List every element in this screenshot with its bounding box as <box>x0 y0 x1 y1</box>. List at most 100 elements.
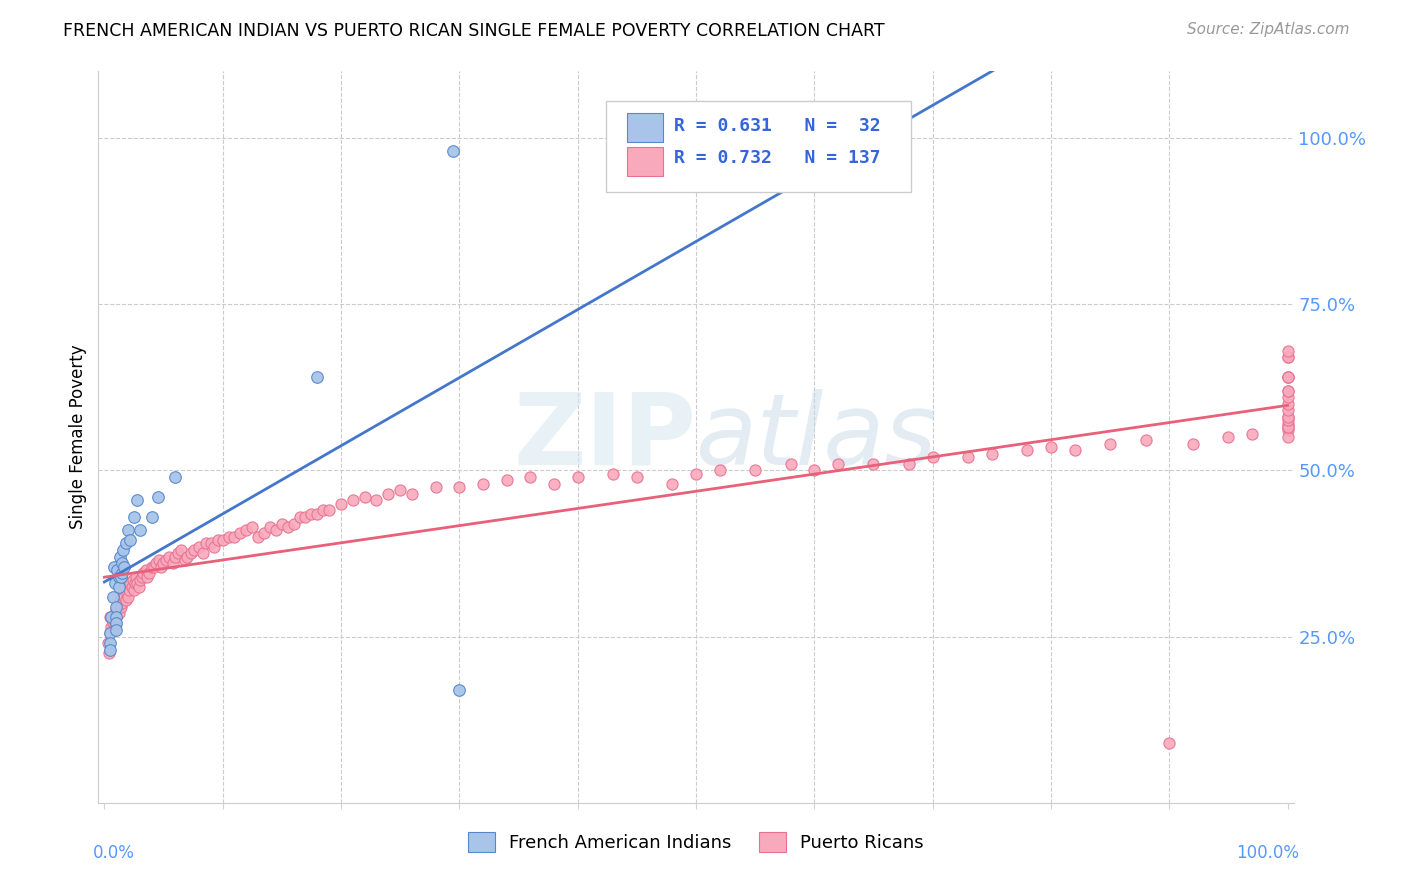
Point <box>155 553 177 567</box>
Point <box>803 463 825 477</box>
Point <box>307 507 329 521</box>
Point <box>259 520 281 534</box>
Point <box>117 590 139 604</box>
Text: R = 0.631   N =  32: R = 0.631 N = 32 <box>675 117 882 136</box>
Point <box>1039 440 1062 454</box>
Point <box>117 523 139 537</box>
Text: 100.0%: 100.0% <box>1236 844 1299 862</box>
Point <box>779 457 801 471</box>
Point <box>1277 351 1299 365</box>
Bar <box>627 113 662 143</box>
Point <box>107 580 129 594</box>
Point <box>108 549 131 564</box>
Point <box>103 559 125 574</box>
Point <box>98 643 121 657</box>
Point <box>98 626 121 640</box>
Point <box>288 509 311 524</box>
Point <box>862 457 884 471</box>
Point <box>1277 397 1299 411</box>
Point <box>195 536 218 550</box>
Point <box>98 636 121 650</box>
Point <box>1277 410 1299 425</box>
Point <box>1277 420 1299 434</box>
Point <box>661 476 683 491</box>
Point <box>103 623 125 637</box>
Point <box>98 646 121 660</box>
Point <box>472 476 495 491</box>
Point <box>827 457 849 471</box>
Point <box>240 520 263 534</box>
Text: Source: ZipAtlas.com: Source: ZipAtlas.com <box>1187 22 1350 37</box>
FancyBboxPatch shape <box>606 101 911 192</box>
Point <box>449 682 471 697</box>
Point <box>112 543 135 558</box>
Point <box>157 549 180 564</box>
Point <box>111 596 134 610</box>
Point <box>1277 420 1299 434</box>
Point <box>112 586 135 600</box>
Point <box>128 523 150 537</box>
Point <box>307 370 329 384</box>
Point <box>188 540 211 554</box>
Point <box>107 596 129 610</box>
Point <box>247 530 270 544</box>
Point <box>1277 417 1299 431</box>
Point <box>104 576 127 591</box>
Point <box>299 507 322 521</box>
Point <box>191 546 214 560</box>
Point <box>105 616 128 631</box>
Point <box>1135 434 1157 448</box>
Point <box>202 540 225 554</box>
Point <box>128 573 150 587</box>
Point <box>425 480 447 494</box>
Point <box>162 557 184 571</box>
Point <box>136 570 159 584</box>
Point <box>377 486 399 500</box>
Point <box>1017 443 1039 458</box>
Point <box>353 490 375 504</box>
Point <box>1218 430 1240 444</box>
Text: R = 0.732   N = 137: R = 0.732 N = 137 <box>675 149 882 168</box>
Point <box>170 543 193 558</box>
Point <box>104 619 127 633</box>
Point <box>105 609 128 624</box>
Point <box>897 457 920 471</box>
Point <box>128 580 150 594</box>
Text: 0.0%: 0.0% <box>93 844 135 862</box>
Point <box>114 593 136 607</box>
Point <box>921 450 943 464</box>
Point <box>105 623 128 637</box>
Point <box>543 476 565 491</box>
Point <box>152 557 174 571</box>
Point <box>100 609 122 624</box>
Point <box>342 493 364 508</box>
Point <box>519 470 541 484</box>
Point <box>495 473 517 487</box>
Point <box>1181 436 1204 450</box>
Point <box>1277 403 1299 417</box>
Point <box>101 590 124 604</box>
Point <box>148 553 170 567</box>
Point <box>330 497 353 511</box>
Point <box>626 470 648 484</box>
Point <box>146 490 169 504</box>
Point <box>107 607 129 621</box>
Point <box>107 570 129 584</box>
Point <box>1277 343 1299 358</box>
Point <box>127 576 149 591</box>
Point <box>235 523 257 537</box>
Point <box>264 523 287 537</box>
Y-axis label: Single Female Poverty: Single Female Poverty <box>69 345 87 529</box>
Point <box>118 582 141 597</box>
Point <box>105 599 128 614</box>
Point <box>218 530 240 544</box>
Point <box>105 609 128 624</box>
Point <box>709 463 731 477</box>
Point <box>98 609 121 624</box>
Point <box>957 450 980 464</box>
Point <box>124 576 146 591</box>
Point <box>200 536 222 550</box>
Point <box>1277 384 1299 398</box>
Point <box>141 559 163 574</box>
Point <box>111 557 134 571</box>
